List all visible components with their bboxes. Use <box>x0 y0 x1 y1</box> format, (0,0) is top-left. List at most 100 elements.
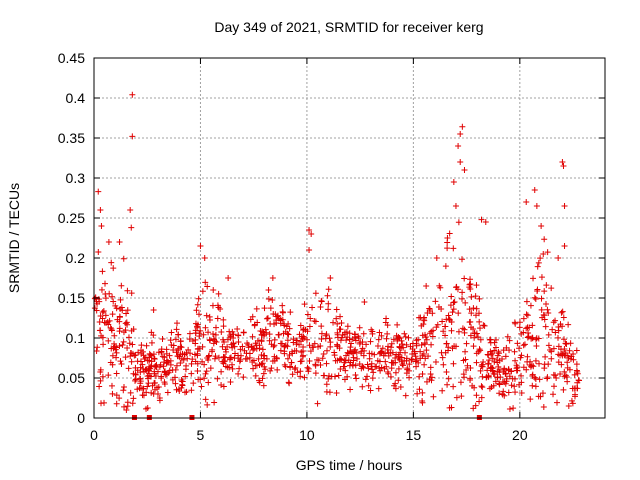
data-point <box>129 341 136 348</box>
data-point <box>392 369 399 376</box>
data-point <box>100 307 107 314</box>
data-point <box>188 370 195 377</box>
data-point <box>235 339 242 346</box>
data-point <box>393 351 400 358</box>
data-point <box>565 403 572 409</box>
x-tick-label: 10 <box>299 427 315 443</box>
data-point <box>395 365 402 372</box>
data-point <box>449 309 456 316</box>
data-point <box>117 296 124 303</box>
data-point <box>358 350 365 357</box>
data-point <box>455 219 462 226</box>
data-point <box>259 375 266 382</box>
data-point <box>542 323 549 330</box>
data-point <box>271 342 278 349</box>
data-point <box>203 368 210 375</box>
data-point <box>317 343 324 350</box>
data-point <box>225 275 232 281</box>
data-point <box>457 159 464 165</box>
data-point <box>428 341 435 348</box>
data-point <box>490 370 497 377</box>
data-point <box>298 358 305 365</box>
data-point <box>96 327 103 334</box>
data-point <box>383 315 390 322</box>
data-point <box>489 355 496 362</box>
data-point <box>186 330 193 337</box>
data-point <box>461 167 468 173</box>
data-point <box>213 338 220 345</box>
data-point <box>202 279 209 286</box>
data-point <box>306 342 313 349</box>
data-point <box>155 349 162 356</box>
data-point <box>485 351 492 358</box>
data-point <box>574 370 581 377</box>
y-tick-label: 0 <box>77 410 85 426</box>
data-point <box>559 159 566 165</box>
data-point <box>312 290 319 297</box>
data-point <box>457 131 464 137</box>
data-point <box>323 347 330 354</box>
data-point <box>336 345 343 352</box>
data-point <box>483 374 490 381</box>
data-point <box>377 367 384 374</box>
data-point <box>381 365 388 372</box>
data-point <box>102 312 109 319</box>
data-point <box>437 284 444 291</box>
data-point <box>129 91 136 98</box>
data-point <box>416 386 423 393</box>
data-point <box>485 360 492 367</box>
data-point <box>384 330 391 337</box>
data-point <box>113 354 120 361</box>
data-point <box>334 331 341 338</box>
data-point <box>158 375 165 382</box>
data-point <box>325 372 332 379</box>
data-point <box>202 324 209 331</box>
data-point <box>467 332 474 339</box>
x-axis-label: GPS time / hours <box>296 457 403 473</box>
data-point <box>116 239 123 245</box>
data-point <box>215 354 222 361</box>
data-point <box>193 307 200 314</box>
data-point <box>378 332 385 339</box>
data-point <box>443 368 450 375</box>
data-point <box>246 354 253 361</box>
data-point <box>182 373 189 380</box>
data-point <box>331 349 338 356</box>
data-point <box>177 338 184 345</box>
data-point <box>417 348 424 355</box>
data-point <box>471 330 478 337</box>
data-point <box>343 337 350 344</box>
data-point <box>300 344 307 351</box>
data-point <box>283 323 290 330</box>
data-point <box>199 358 206 365</box>
data-point <box>240 374 247 381</box>
data-point <box>175 331 182 338</box>
data-point <box>501 379 508 386</box>
data-point <box>113 400 120 407</box>
data-point <box>359 383 366 390</box>
data-point <box>259 346 266 353</box>
data-point <box>306 323 313 330</box>
data-point <box>303 336 310 343</box>
data-point <box>568 397 575 404</box>
data-point <box>511 375 518 382</box>
data-point <box>446 404 453 411</box>
data-point <box>476 398 483 405</box>
axis-ticks: 0 0.05 0.1 0.15 0.2 0.25 0.3 0.35 0.4 0.45 0 5 10 15 2… <box>58 50 605 443</box>
data-point <box>319 355 326 362</box>
data-point <box>506 337 513 344</box>
data-point <box>123 310 130 317</box>
data-point <box>95 188 102 195</box>
data-point <box>119 342 126 349</box>
data-point <box>455 143 462 149</box>
data-point <box>476 346 483 353</box>
data-point <box>297 322 304 329</box>
data-point <box>564 378 571 385</box>
data-point <box>94 344 101 351</box>
data-point <box>148 389 155 396</box>
data-point <box>373 363 380 370</box>
data-point <box>279 309 286 316</box>
data-point <box>423 336 430 343</box>
data-point <box>105 372 112 379</box>
data-point <box>305 365 312 372</box>
